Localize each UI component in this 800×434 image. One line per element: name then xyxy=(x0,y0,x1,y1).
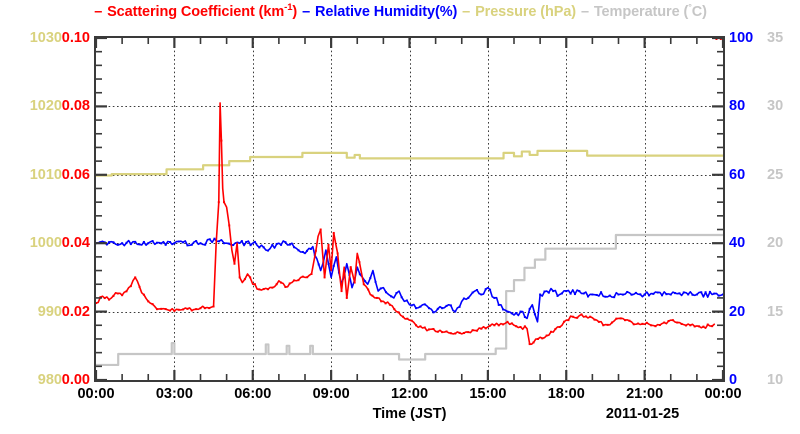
axis-tick-label: 100 xyxy=(729,30,754,46)
axis-tick-label: 0.08 xyxy=(61,98,90,115)
axis-tick-label: 0.02 xyxy=(61,303,90,320)
legend-item-humidity: – Relative Humidity(%) xyxy=(301,4,457,20)
axis-tick-label: 1010 xyxy=(29,166,62,183)
axis-tick-label: 1000 xyxy=(29,235,62,252)
x-axis-title: Time (JST) xyxy=(372,406,447,422)
legend-label-scattering: Scattering Coefficient (km xyxy=(107,4,285,20)
x-axis-tick-label: 00:00 xyxy=(77,386,115,402)
plot-area xyxy=(94,36,725,382)
axis-tick-label: 1030 xyxy=(29,30,62,46)
x-axis-tick-label: 06:00 xyxy=(234,386,272,402)
plot-svg xyxy=(96,38,723,380)
legend-label-pressure: Pressure (hPa) xyxy=(475,4,577,20)
legend-label-humidity: Relative Humidity(%) xyxy=(315,4,458,20)
axis-tick-label: 990 xyxy=(37,303,62,320)
axis-tick-label: 0.10 xyxy=(61,30,90,46)
axis-tick-label: 0.00 xyxy=(61,372,90,388)
axis-tick-label: 15 xyxy=(767,303,784,320)
axis-tick-label: 20 xyxy=(729,303,746,320)
legend-dash-humidity: – xyxy=(302,4,314,20)
y-axis-temperature-labels: 35 30 25 20 15 10 xyxy=(767,30,800,388)
axis-tick-label: 0 xyxy=(729,372,738,388)
series-line-pressure xyxy=(96,149,723,177)
x-axis-tick-label: 09:00 xyxy=(312,386,350,402)
x-axis-tick-label: 18:00 xyxy=(547,386,585,402)
axis-tick-label: 35 xyxy=(767,30,784,46)
axis-tick-label: 20 xyxy=(767,235,784,252)
axis-tick-label: 40 xyxy=(729,235,746,252)
legend-item-temperature: – Temperature (°C) xyxy=(580,2,707,20)
x-axis-tick-label: 12:00 xyxy=(390,386,429,402)
axis-tick-label: 0.04 xyxy=(61,235,90,252)
axis-tick-label: 980 xyxy=(37,372,62,388)
series-line-temperature xyxy=(96,233,723,367)
axis-tick-label: 25 xyxy=(767,166,784,183)
axis-tick-label: 60 xyxy=(729,166,746,183)
x-axis-date: 2011-01-25 xyxy=(605,406,680,422)
x-axis-tick-label: 21:00 xyxy=(626,386,664,402)
axis-tick-label: 0.06 xyxy=(61,166,90,183)
legend-tail-scattering: ) xyxy=(292,4,298,20)
y-axis-scattering-labels: 0.10 0.08 0.06 0.04 0.02 0.00 xyxy=(61,30,90,388)
x-axis-labels: 00:00 03:00 06:00 09:00 12:00 15:00 18:00 21:00… xyxy=(77,386,741,406)
series-markers-scattering xyxy=(96,38,722,346)
x-axis-tick-label: 00:00 xyxy=(704,386,742,402)
legend-item-pressure: – Pressure (hPa) xyxy=(461,4,576,20)
series-line-scattering xyxy=(96,102,716,346)
legend-superscript-scattering: -1 xyxy=(284,2,293,14)
series-markers-relative xyxy=(96,237,723,318)
axis-tick-label: 10 xyxy=(767,372,784,388)
chart-legend: – Scattering Coefficient (km-1) – Relati… xyxy=(0,2,800,26)
legend-item-scattering: – Scattering Coefficient (km-1) xyxy=(93,2,298,20)
y-axis-humidity-labels: 100 80 60 40 20 0 xyxy=(729,30,765,388)
x-axis-tick-label: 03:00 xyxy=(155,386,193,402)
axis-tick-label: 80 xyxy=(729,98,746,115)
legend-label-temperature: Temperature ( xyxy=(593,4,689,20)
axis-tick-label: 1020 xyxy=(29,98,62,115)
y-axis-pressure-labels: 1030 1020 1010 1000 990 980 xyxy=(0,30,62,388)
x-axis-tick-label: 15:00 xyxy=(469,386,507,402)
axis-tick-label: 30 xyxy=(767,98,784,115)
legend-dash-scattering: – xyxy=(94,4,107,20)
legend-dash-temperature: – xyxy=(580,4,593,20)
legend-dash-pressure: – xyxy=(462,4,475,20)
degree-symbol-icon: ° xyxy=(688,2,692,13)
legend-tail-temperature: C) xyxy=(691,4,707,20)
